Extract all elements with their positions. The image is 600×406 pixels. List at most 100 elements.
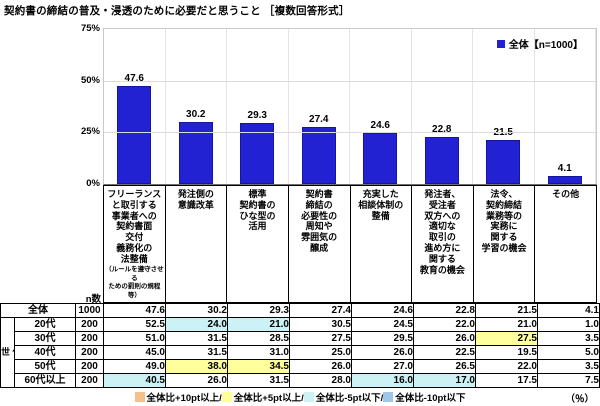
n-value: 200 — [75, 345, 104, 360]
legend-label: 全体【n=1000】 — [508, 40, 583, 51]
group-label: 世 代 別 — [0, 317, 15, 388]
category-label: 契約書 締結の 必要性の 周知や 雰囲気の 醸成 — [301, 189, 338, 253]
category-box: その他 — [534, 185, 597, 303]
y-axis-tick: 25% — [80, 126, 100, 137]
table-cell-value: 24.0 — [165, 317, 228, 332]
y-axis-tick: 0% — [86, 178, 100, 189]
n-value: 1000 — [75, 303, 104, 318]
category-box: 契約書 締結の 必要性の 周知や 雰囲気の 醸成 — [287, 185, 351, 303]
table-cell-value: 29.5 — [351, 331, 414, 346]
table-cell-value: 30.2 — [165, 303, 228, 318]
highlight-swatch-icon — [303, 392, 314, 402]
footer-legend-item: 全体比+10pt以上/ — [134, 390, 222, 404]
table-cell-value: 22.0 — [413, 317, 476, 332]
table-cell-value: 19.5 — [475, 345, 538, 360]
bar — [117, 86, 152, 184]
table-row: 40代 200 45.0 31.5 31.0 25.0 26.0 22.5 19.5 5.0 — [1, 345, 600, 360]
category-label: 発注側の 意識改革 — [177, 189, 214, 210]
category-label: その他 — [552, 189, 580, 199]
table-cell-value: 31.5 — [165, 345, 228, 360]
table-cell-value: 24.6 — [351, 303, 414, 318]
table-cell-value: 21.0 — [475, 317, 538, 332]
category-labels-row: フリーランス と取引する 事業者への 契約書面 交付 義務化の 法整備 （ルールを… — [103, 185, 597, 303]
bar-value-label: 29.3 — [247, 110, 267, 121]
bar-column: 22.8 — [412, 29, 473, 184]
y-axis-tick: 50% — [80, 75, 100, 86]
n-value: 200 — [75, 317, 104, 332]
table-row: 50代 200 49.0 38.0 34.5 26.0 27.0 26.5 22.0 3.5 — [1, 359, 600, 374]
table-cell-value: 22.0 — [475, 359, 538, 374]
bar-value-label: 24.6 — [370, 120, 390, 131]
highlight-swatch-icon — [383, 392, 394, 402]
table-cell-value: 34.5 — [227, 359, 290, 374]
bar-column: 30.2 — [166, 29, 227, 184]
bar — [486, 140, 521, 184]
table-cell-value: 49.0 — [103, 359, 166, 374]
legend: 全体【n=1000】 — [496, 36, 583, 51]
bar-column: 27.4 — [289, 29, 350, 184]
table-cell-value: 30.5 — [289, 317, 352, 332]
table-cell-value: 26.0 — [165, 373, 228, 388]
table-cell-value: 27.5 — [475, 331, 538, 346]
bar-value-label: 27.4 — [309, 114, 329, 125]
table-cell-value: 38.0 — [165, 359, 228, 374]
page-title: 契約書の締結の普及・浸透のために必要だと思うこと ［複数回答形式］ — [4, 5, 350, 17]
footer-legend-label: 全体比-5pt以下/ — [315, 393, 384, 404]
category-box: 法令、 契約締結 業務等の 実務に 関する 学習の機会 — [472, 185, 536, 303]
table-cell-value: 21.5 — [475, 303, 538, 318]
row-label: 60代以上 — [14, 373, 76, 388]
category-box: 標準 契約書の ひな型の 活用 — [226, 185, 289, 303]
category-box: フリーランス と取引する 事業者への 契約書面 交付 義務化の 法整備 （ルールを… — [103, 185, 166, 303]
table-cell-value: 7.5 — [537, 373, 600, 388]
highlight-swatch-icon — [221, 392, 232, 402]
n-value: 200 — [75, 359, 104, 374]
footer-legend-item: 全体比-10pt以下 — [383, 390, 465, 404]
bar — [547, 176, 582, 184]
category-box: 発注側の 意識改革 — [164, 185, 228, 303]
table-cell-value: 26.0 — [413, 331, 476, 346]
footer-legend-item: 全体比-5pt以下/ — [303, 390, 384, 404]
bar — [240, 123, 275, 184]
table-cell-value: 3.5 — [537, 359, 600, 374]
table-cell-value: 28.0 — [289, 373, 352, 388]
row-label: 40代 — [14, 345, 76, 360]
table-cell-value: 26.0 — [351, 345, 414, 360]
bar-column: 24.6 — [350, 29, 412, 184]
legend-square-icon — [496, 39, 505, 48]
row-label: 30代 — [14, 331, 76, 346]
bar — [301, 127, 336, 184]
table-cell-value: 29.3 — [227, 303, 290, 318]
category-box: 発注者、 受注者 双方への 適切な 取引の 進め方に 関する 教育の機会 — [411, 185, 474, 303]
table-row: 世 代 別20代20052.524.021.030.524.522.021.01… — [0, 317, 600, 388]
bar-value-label: 30.2 — [186, 109, 206, 120]
n-column-header: n数 — [85, 294, 101, 305]
bar-value-label: 4.1 — [557, 163, 572, 174]
table-cell-value: 3.5 — [537, 331, 600, 346]
table-cell-value: 21.0 — [227, 317, 290, 332]
gridline — [104, 132, 596, 133]
bar-column: 21.5 — [473, 29, 535, 184]
table-cell-value: 22.5 — [413, 345, 476, 360]
table-cell-value: 25.0 — [289, 345, 352, 360]
category-label: 発注者、 受注者 双方への 適切な 取引の 進め方に 関する 教育の機会 — [419, 189, 465, 275]
table-cell-value: 31.0 — [227, 345, 290, 360]
n-value: 200 — [75, 373, 104, 388]
table-cell-value: 27.5 — [289, 331, 352, 346]
n-value: 200 — [75, 331, 104, 346]
row-label: 20代 — [14, 317, 76, 332]
table-cell-value: 40.5 — [103, 373, 166, 388]
y-axis-tick: 75% — [80, 23, 100, 34]
bar-value-label: 22.8 — [432, 124, 452, 135]
table-row: 60代以上 200 40.5 26.0 31.5 28.0 16.0 17.0 17.5 7.5 — [1, 373, 600, 388]
bar-chart: 47.6 30.2 29.3 27.4 24.6 22.8 21.5 4.1 全体【n=100… — [81, 23, 597, 189]
bar — [363, 133, 398, 184]
table-cell-value: 26.5 — [413, 359, 476, 374]
category-box: 充実した 相談体制の 整備 — [349, 185, 413, 303]
table-cell-value: 31.5 — [165, 331, 228, 346]
table-cell-value: 52.5 — [103, 317, 166, 332]
table-cell-value: 1.0 — [537, 317, 600, 332]
table-cell-value: 17.5 — [475, 373, 538, 388]
category-label: 充実した 相談体制の 整備 — [358, 189, 404, 221]
